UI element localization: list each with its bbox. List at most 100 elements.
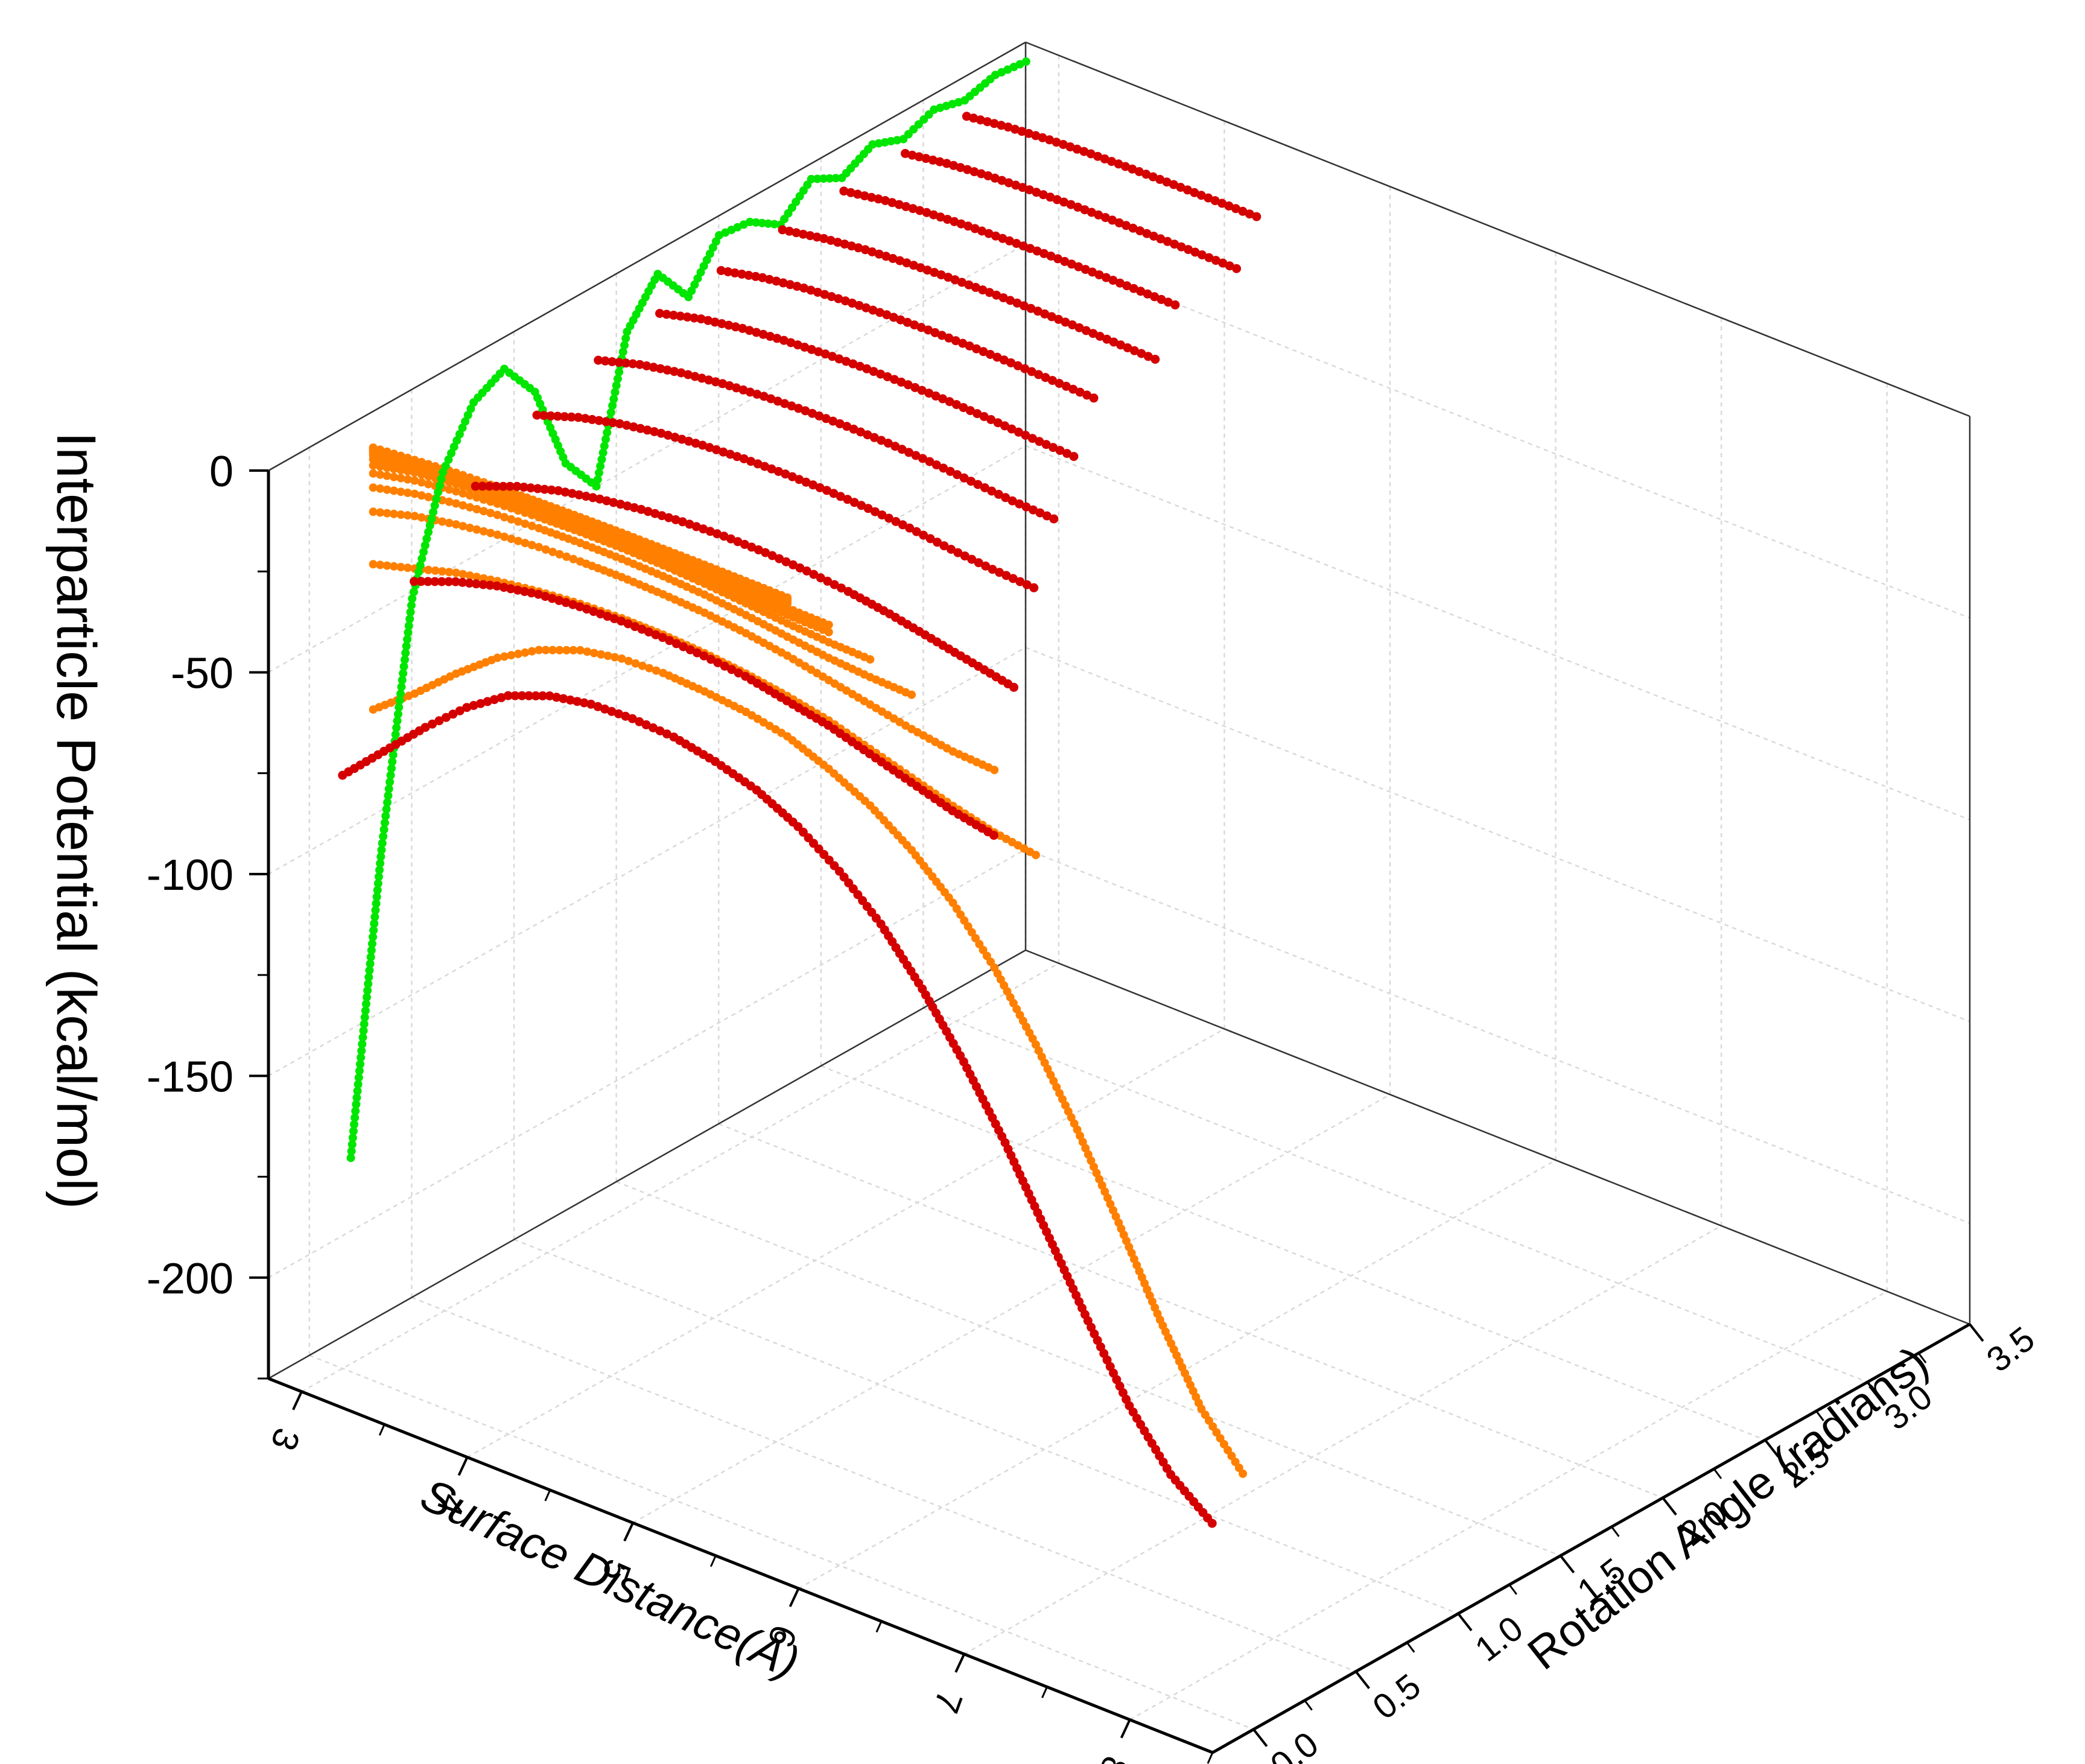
red-curve-point bbox=[986, 415, 996, 424]
red-curve-point bbox=[437, 577, 446, 586]
red-curve-point bbox=[559, 694, 568, 703]
red-curve-point bbox=[593, 702, 603, 711]
red-curve-point bbox=[1129, 346, 1139, 355]
red-curve-point bbox=[868, 305, 878, 315]
red-curve-point bbox=[990, 173, 1000, 183]
red-curve-point bbox=[734, 668, 743, 677]
red-curve-point bbox=[930, 328, 940, 337]
red-curve-point bbox=[650, 427, 659, 436]
red-curve-point bbox=[1060, 256, 1070, 266]
red-curve-point bbox=[600, 356, 610, 366]
red-curve-point bbox=[778, 278, 788, 288]
orange-curve-point bbox=[396, 563, 405, 571]
red-curve-point bbox=[773, 396, 782, 406]
orange-curve-point bbox=[369, 560, 378, 569]
red-curve-point bbox=[846, 188, 855, 197]
orange-curve-point bbox=[500, 513, 509, 522]
red-curve-point bbox=[971, 282, 980, 292]
red-curve-point bbox=[637, 624, 647, 634]
y-minor-tick bbox=[1918, 1353, 1927, 1363]
red-curve-point bbox=[1245, 209, 1254, 219]
red-curve-point bbox=[754, 545, 763, 554]
orange-curve-point bbox=[403, 563, 412, 573]
red-curve-point bbox=[705, 443, 714, 452]
green-curve-point bbox=[403, 635, 411, 644]
green-curve-point bbox=[383, 798, 392, 807]
y-tick bbox=[1457, 1613, 1473, 1631]
red-curve-point bbox=[719, 447, 728, 457]
orange-curve-point bbox=[465, 571, 474, 580]
green-curve-point bbox=[359, 1026, 368, 1035]
red-curve-point bbox=[498, 481, 508, 491]
red-curve-point bbox=[1182, 185, 1192, 195]
red-curve-point bbox=[1093, 151, 1103, 161]
green-curve-point bbox=[807, 174, 816, 183]
orange-curve-point bbox=[472, 505, 481, 513]
red-curve-point bbox=[956, 219, 966, 229]
red-curve-point bbox=[1032, 246, 1042, 256]
red-curve-point bbox=[420, 723, 430, 732]
red-curve-point bbox=[856, 427, 865, 437]
red-curve-point bbox=[944, 273, 953, 282]
floor-grid-line bbox=[411, 1296, 1356, 1672]
red-curve-point bbox=[758, 273, 767, 282]
red-curve-point bbox=[963, 221, 973, 231]
y-tick bbox=[1866, 1381, 1882, 1400]
red-curve-point bbox=[1074, 323, 1084, 332]
red-curve-point bbox=[1027, 434, 1037, 443]
green-curve-point bbox=[392, 723, 401, 732]
red-curve-point bbox=[690, 372, 700, 381]
red-curve-point bbox=[1019, 301, 1029, 311]
red-curve-point bbox=[1012, 239, 1021, 248]
red-curve-point bbox=[1041, 373, 1050, 382]
red-curve-point bbox=[1013, 361, 1023, 370]
red-curve bbox=[471, 481, 1018, 692]
red-curve-point bbox=[973, 480, 983, 489]
red-curve-point bbox=[784, 226, 794, 236]
red-curve-point bbox=[451, 577, 460, 586]
red-curve-point bbox=[1069, 452, 1079, 462]
red-curve-point bbox=[738, 323, 747, 333]
red-curve-point bbox=[1072, 144, 1082, 154]
red-curve-point bbox=[1003, 122, 1013, 132]
red-curve-point bbox=[1052, 195, 1062, 205]
red-curve-point bbox=[492, 481, 501, 491]
orange-curve-point bbox=[438, 567, 446, 576]
red-curve-point bbox=[671, 639, 681, 649]
red-curve-point bbox=[917, 385, 927, 395]
red-curve-point bbox=[921, 154, 931, 163]
red-curve-point bbox=[877, 436, 886, 445]
orange-curve-point bbox=[382, 471, 392, 480]
red-curve-point bbox=[820, 349, 830, 359]
red-curve-point bbox=[916, 323, 926, 332]
floor-grid-line bbox=[513, 1239, 1459, 1614]
orange-curve-point bbox=[410, 512, 419, 521]
red-curve-point bbox=[678, 517, 687, 527]
red-curve-point bbox=[995, 568, 1004, 577]
red-curve-point bbox=[883, 439, 893, 448]
red-curve-point bbox=[719, 531, 729, 541]
red-curve-point bbox=[713, 658, 723, 667]
orange-curve-point bbox=[521, 648, 530, 657]
orange-curve-point bbox=[479, 495, 488, 504]
orange-curve-point bbox=[521, 539, 530, 548]
red-curve-point bbox=[1034, 370, 1043, 379]
red-curve-point bbox=[854, 243, 863, 253]
red-curve-point bbox=[785, 280, 795, 290]
frame-top-left bbox=[268, 41, 1026, 472]
orange-curve-point bbox=[403, 488, 412, 497]
red-curve-point bbox=[1207, 1518, 1217, 1528]
red-curve-point bbox=[997, 176, 1007, 185]
orange-curve-point bbox=[548, 547, 557, 556]
orange-curve-point bbox=[369, 443, 378, 452]
red-curve-point bbox=[946, 545, 956, 554]
grid-lines bbox=[268, 41, 1970, 1730]
red-curve-point bbox=[1163, 297, 1173, 307]
green-curve-point bbox=[813, 174, 822, 183]
orange-curve-point bbox=[548, 646, 557, 655]
red-curve-point bbox=[492, 581, 502, 591]
red-curve-point bbox=[809, 569, 819, 579]
red-curve-point bbox=[1204, 253, 1214, 262]
red-curve-point bbox=[1032, 188, 1041, 197]
red-curve-point bbox=[1075, 387, 1085, 397]
